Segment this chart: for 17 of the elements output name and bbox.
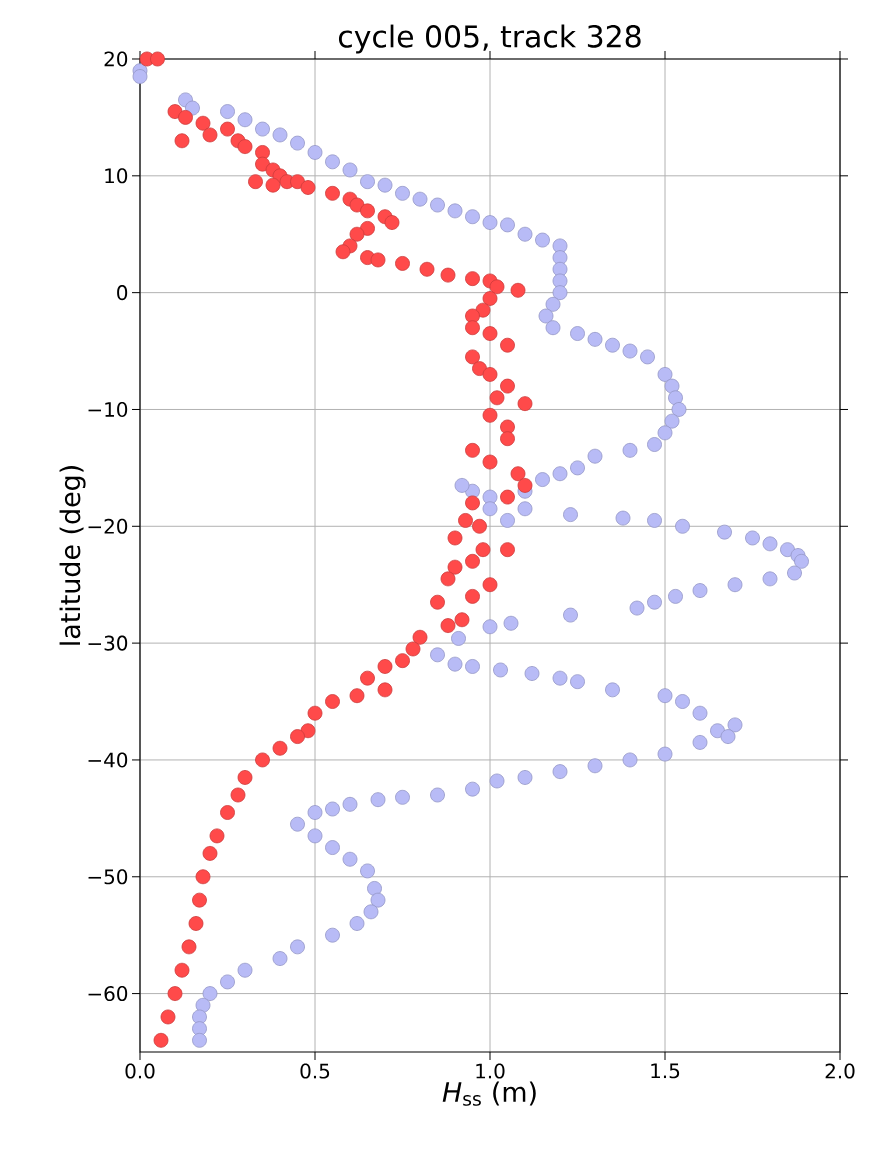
y-tick-label: 20 xyxy=(104,51,128,67)
y-tick-label: 10 xyxy=(105,168,128,184)
x-axis-title: H$_{ss}$ (m) xyxy=(442,1081,536,1106)
y-axis-title: latitude (deg) xyxy=(59,466,86,645)
y-tick-label: −50 xyxy=(88,869,128,885)
y-tick-label: −20 xyxy=(88,518,128,534)
y-tick-label: −40 xyxy=(88,752,128,768)
y-tick-label: 0 xyxy=(117,285,128,301)
x-tick-label: 2.0 xyxy=(825,1063,855,1079)
y-tick-label: −60 xyxy=(88,986,128,1002)
chart-title: cycle 005, track 328 xyxy=(338,24,641,54)
x-tick-label: 1.0 xyxy=(476,1063,505,1079)
x-tick-label: 0.5 xyxy=(300,1063,330,1079)
x-tick-label: 0.0 xyxy=(125,1063,155,1079)
y-tick-label: −30 xyxy=(88,635,128,651)
x-tick-label: 1.5 xyxy=(651,1063,680,1079)
y-tick-label: −10 xyxy=(88,401,128,417)
